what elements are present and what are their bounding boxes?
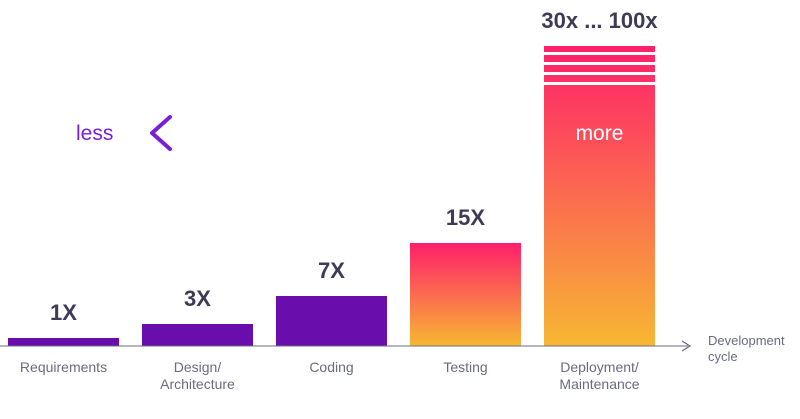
bar-2 — [142, 324, 253, 346]
category-label-3: Coding — [309, 359, 353, 375]
x-axis-title: Development cycle — [708, 333, 785, 364]
bar-5-stripe-3 — [544, 72, 655, 75]
bar-value-label-5: 30x ... 100x — [541, 8, 658, 33]
bar-value-label-3: 7X — [318, 258, 345, 283]
x-axis-arrowhead — [681, 340, 692, 352]
bar-5-stripe-2 — [544, 62, 655, 65]
bar-4 — [410, 243, 521, 346]
bar-value-label-2: 3X — [184, 286, 211, 311]
bar-value-label-1: 1X — [50, 300, 77, 325]
bar-5 — [544, 46, 655, 346]
bar-1 — [8, 338, 119, 346]
bar-3 — [276, 296, 387, 346]
category-label-5: Deployment/Maintenance — [559, 359, 639, 392]
category-label-4: Testing — [443, 359, 487, 375]
category-label-1: Requirements — [20, 359, 107, 375]
arrow-label-more: more — [576, 122, 624, 145]
category-label-2: Design/Architecture — [160, 359, 235, 392]
bar-value-label-4: 15X — [446, 205, 485, 230]
bar-5-stripe-4 — [544, 82, 655, 85]
arrow-label-less: less — [76, 122, 113, 145]
bar-5-stripe-1 — [544, 52, 655, 55]
arrow-head — [150, 115, 172, 151]
